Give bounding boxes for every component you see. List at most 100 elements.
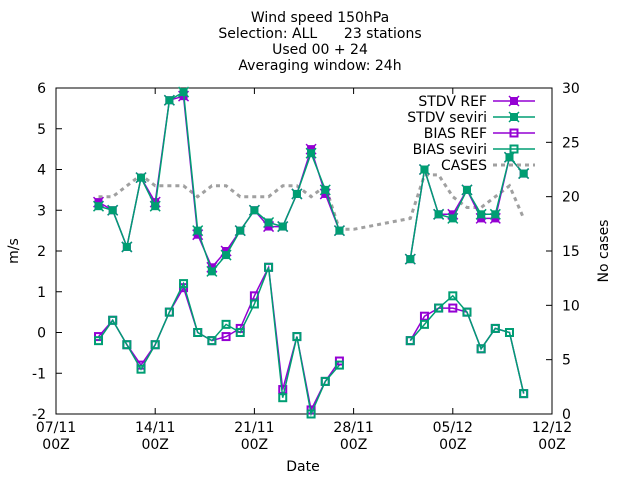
point-bias-seviri-19 [405,336,415,346]
legend-marker-stdv-seviri-cross [508,111,520,123]
point-stdv-seviri-17-cross [333,225,345,237]
point-bias-seviri-25 [490,323,500,333]
point-bias-seviri-9-box [221,319,231,329]
legend-marker-stdv-seviri [508,111,520,123]
x-tick-sublabel-0: 00Z [42,437,69,453]
point-bias-seviri-2 [122,340,132,350]
point-stdv-seviri-0 [92,200,105,212]
x-tick-sublabel-5: 00Z [538,437,565,453]
title-line-2: Selection: ALL 23 stations [218,26,422,42]
point-stdv-seviri-23-cross [461,184,473,196]
point-stdv-seviri-21-cross [433,208,445,220]
x-tick-label-4: 05/12 [433,420,473,436]
point-bias-seviri-27-box [519,389,529,399]
point-bias-seviri-14 [292,332,302,342]
legend-label-bias-ref: BIAS REF [424,126,487,142]
point-stdv-seviri-24-cross [475,208,487,220]
point-bias-seviri-11 [249,299,259,309]
point-bias-seviri-5 [164,307,174,317]
point-stdv-seviri-21 [433,208,445,220]
point-bias-seviri-16 [320,376,330,386]
point-bias-seviri-15-box [306,409,316,419]
x-tick-sublabel-3: 00Z [340,437,367,453]
point-stdv-seviri-14-cross [291,188,303,200]
point-stdv-seviri-4 [149,200,161,212]
point-bias-seviri-17 [334,360,344,370]
y2-tick-label-3: 15 [562,244,580,260]
y-tick-label-2: 0 [37,326,46,342]
point-stdv-seviri-22-cross [447,212,459,224]
y2-tick-label-2: 10 [562,298,580,314]
point-bias-seviri-20-box [419,319,429,329]
point-bias-seviri-7 [193,328,203,337]
point-stdv-seviri-26-cross [503,151,516,163]
point-stdv-seviri-3-cross [135,172,147,184]
point-stdv-seviri-2 [121,241,133,253]
y-tick-label-4: 2 [37,244,46,260]
legend-marker-bias-seviri [509,144,519,154]
legend-label-cases: CASES [441,158,487,174]
point-stdv-seviri-26 [503,151,516,163]
point-stdv-seviri-23 [461,184,473,196]
point-stdv-seviri-15 [305,147,317,159]
point-bias-seviri-16-box [320,376,330,386]
point-bias-seviri-23-box [462,307,472,317]
point-stdv-seviri-17 [333,225,345,237]
point-stdv-seviri-13-cross [277,221,289,233]
point-bias-seviri-7-box [193,328,203,337]
point-bias-seviri-14-box [292,332,302,342]
point-bias-seviri-24-box [476,344,486,354]
point-stdv-seviri-19 [404,253,416,265]
point-stdv-seviri-8 [206,265,218,277]
legend-marker-bias-seviri-box [509,144,519,154]
point-stdv-seviri-11-cross [248,204,260,216]
point-bias-seviri-1-box [108,315,118,325]
title-line-4: Averaging window: 24h [238,58,402,74]
x-tick-sublabel-2: 00Z [241,437,268,453]
point-stdv-seviri-25-cross [489,208,501,220]
point-bias-seviri-6 [179,279,189,289]
point-bias-seviri-22 [448,291,458,301]
point-bias-seviri-20 [419,319,429,329]
y2-tick-label-4: 20 [562,190,580,206]
point-bias-seviri-4-box [150,340,160,350]
point-stdv-seviri-0-cross [92,200,105,212]
point-bias-seviri-4 [150,340,160,350]
point-stdv-seviri-10-cross [234,225,246,237]
x-tick-sublabel-4: 00Z [439,437,466,453]
y-tick-label-7: 5 [37,122,46,138]
point-stdv-seviri-27-cross [518,168,530,180]
y-tick-label-0: -2 [32,407,46,423]
point-bias-seviri-13-box [278,393,288,403]
point-stdv-seviri-10 [234,225,246,237]
x-tick-label-2: 21/11 [234,420,274,436]
x-tick-label-3: 28/11 [333,420,373,436]
legend-label-bias-seviri: BIAS seviri [413,142,487,158]
x-tick-label-1: 14/11 [135,420,175,436]
point-stdv-seviri-6-cross [178,86,190,98]
point-bias-seviri-21-box [434,303,444,313]
legend-label-stdv-ref: STDV REF [418,94,487,110]
point-bias-seviri-17-box [334,360,344,370]
point-bias-seviri-10-box [235,328,245,337]
point-bias-seviri-0-box [94,336,104,346]
series-line-bias-seviri [97,267,525,417]
point-stdv-seviri-5 [163,94,175,106]
y2-tick-label-1: 5 [562,353,571,369]
point-stdv-seviri-19-cross [404,253,416,265]
point-stdv-seviri-6 [178,86,190,98]
point-bias-ref-22 [448,303,458,313]
point-bias-seviri-13 [278,393,288,403]
point-bias-ref-20-box [419,311,429,321]
point-stdv-seviri-1 [107,204,119,216]
point-stdv-seviri-8-cross [206,265,218,277]
legend-marker-bias-ref [509,128,519,138]
y-tick-label-3: 1 [37,285,46,301]
title-line-3: Used 00 + 24 [272,42,368,58]
point-bias-seviri-6-box [179,279,189,289]
x-tick-sublabel-1: 00Z [141,437,168,453]
point-stdv-seviri-24 [475,208,487,220]
point-bias-seviri-3-box [136,364,146,374]
legend-marker-stdv-ref [508,95,520,107]
point-bias-ref-9-box [221,332,231,342]
